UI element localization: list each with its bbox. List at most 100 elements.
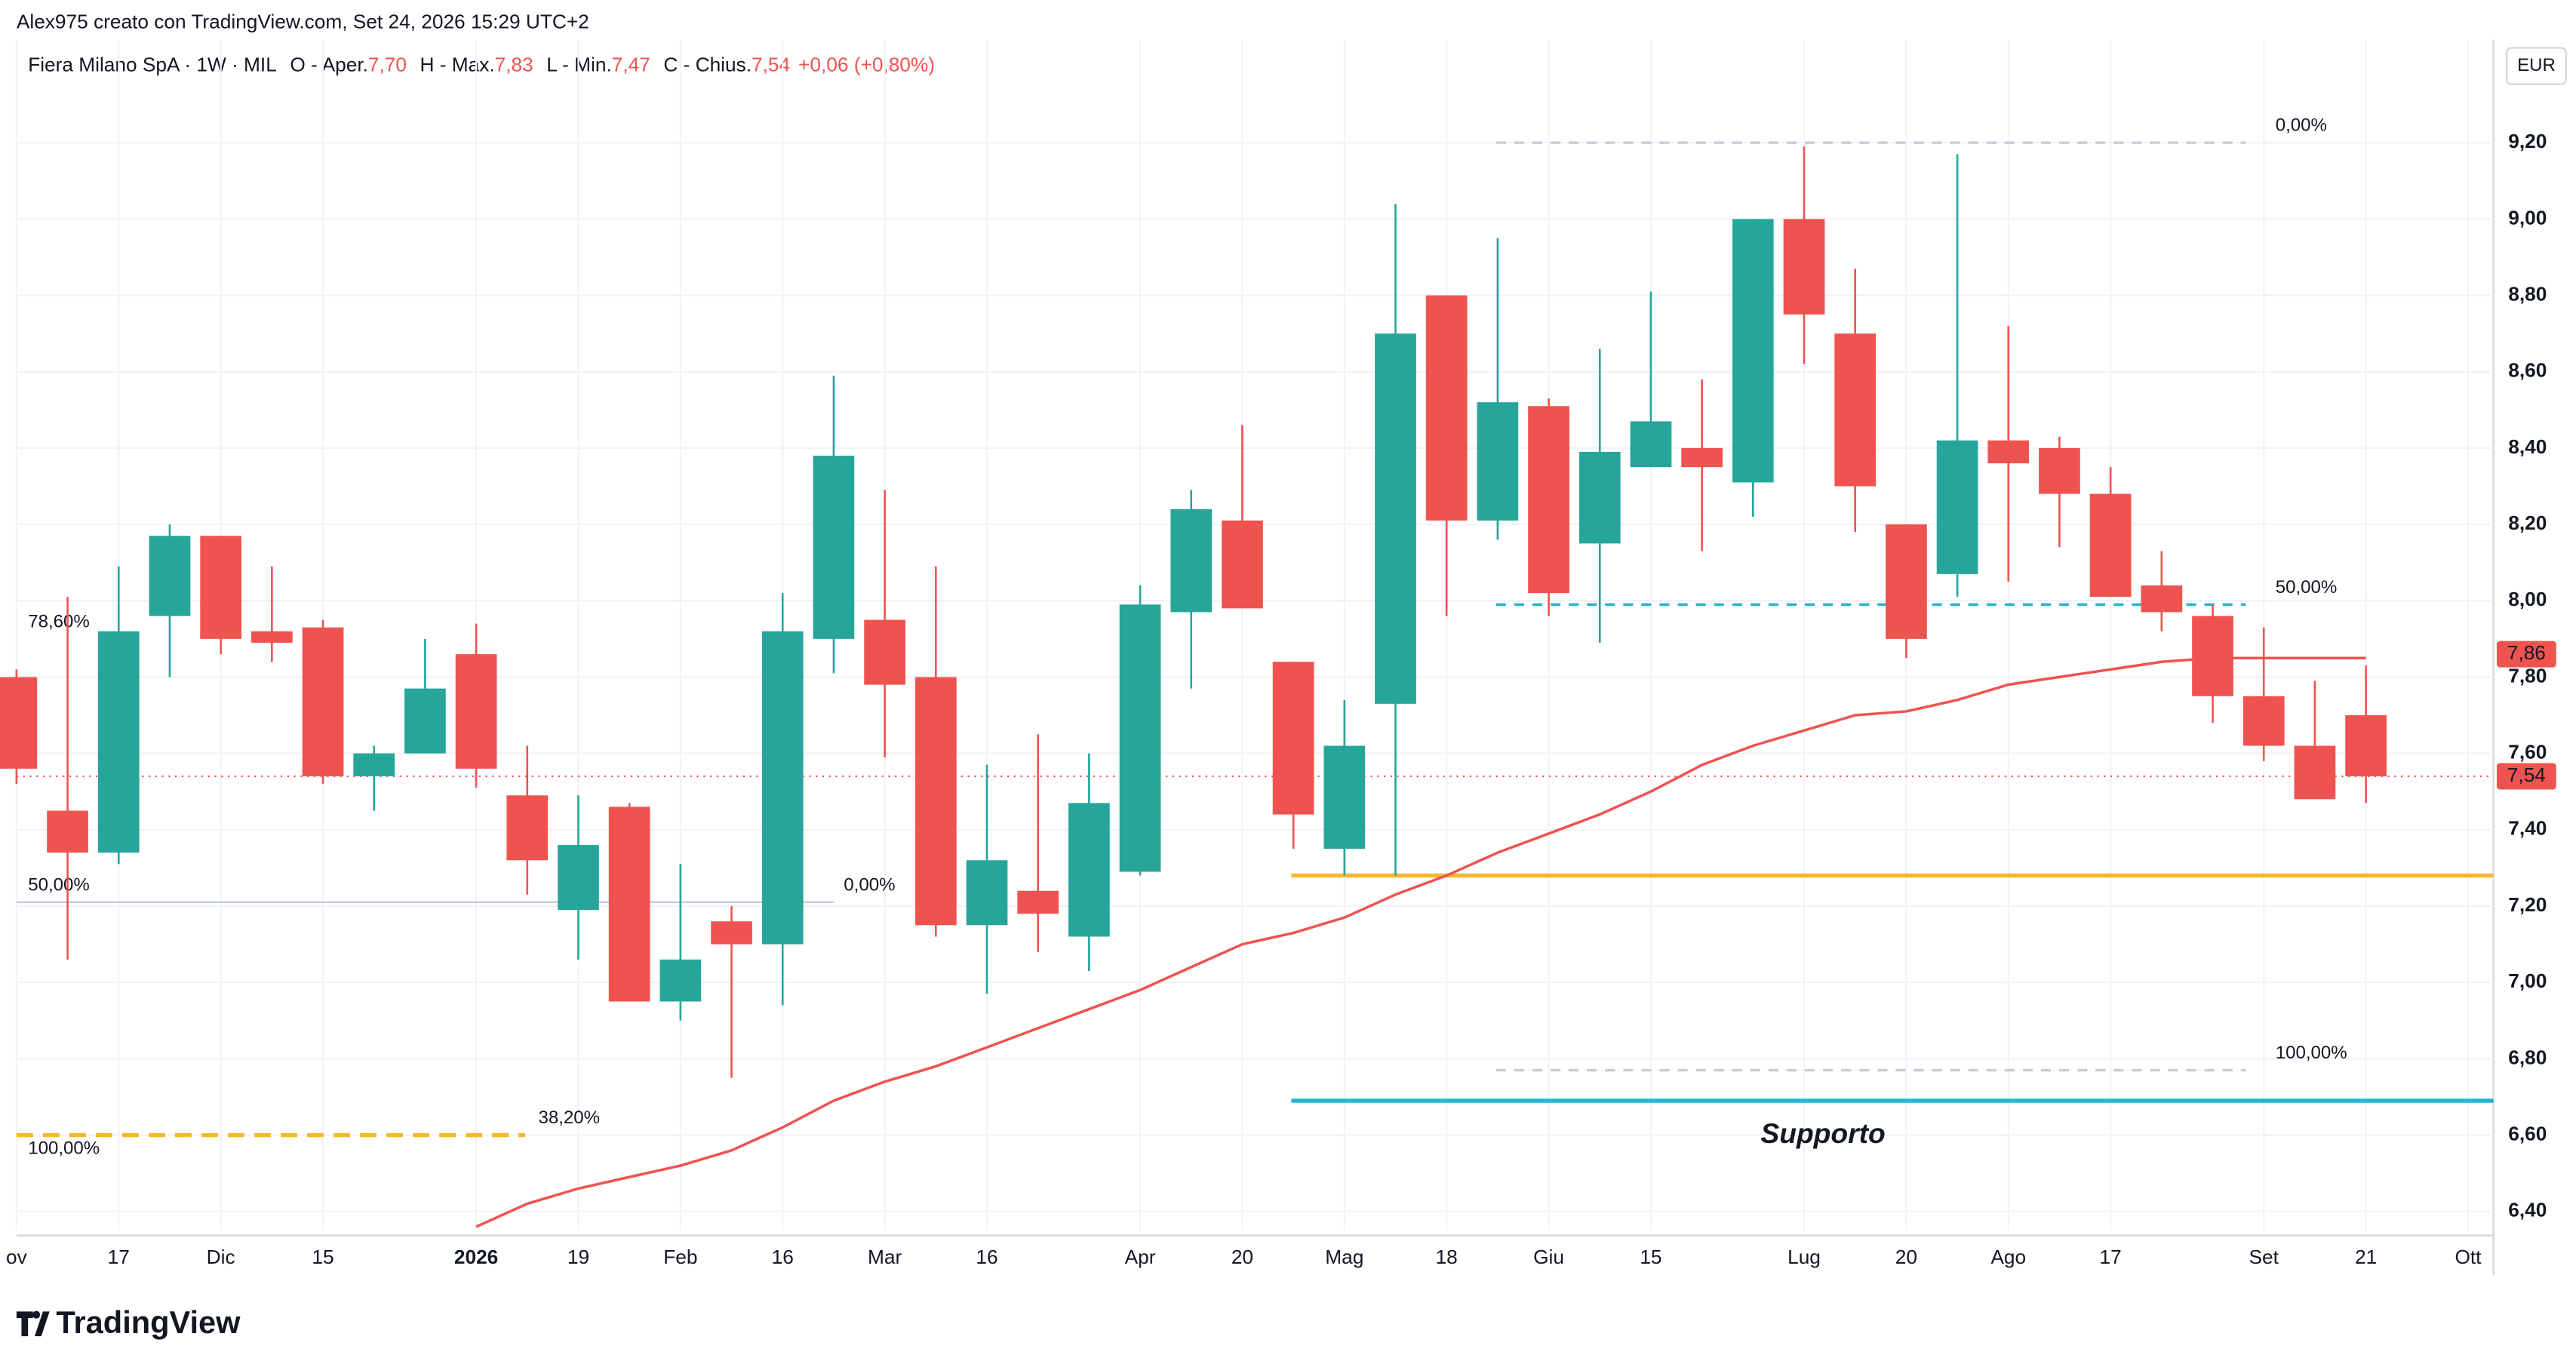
candle-body <box>2192 616 2233 696</box>
x-tick-label: 20 <box>1231 1246 1253 1268</box>
candle-body <box>1886 524 1927 639</box>
x-tick-label: Mar <box>868 1246 902 1268</box>
price-box-label: 7,86 <box>2507 641 2546 664</box>
price-box <box>2496 641 2556 668</box>
x-tick-label: 17 <box>2100 1246 2122 1268</box>
candle-body <box>506 795 549 861</box>
y-tick-label: 8,40 <box>2508 435 2547 458</box>
candle-body <box>1630 421 1672 468</box>
logo: TradingView <box>56 1304 241 1340</box>
candle-body <box>864 619 905 685</box>
price-box <box>2496 763 2556 790</box>
candle-body <box>149 536 191 616</box>
candle-body <box>813 456 855 639</box>
annotation: Supporto <box>1760 1117 1885 1149</box>
level-label: 0,00% <box>844 874 895 895</box>
candle-body <box>2242 696 2285 746</box>
level-label: 78,60% <box>28 611 90 631</box>
x-tick-label: 16 <box>976 1246 998 1268</box>
candle-body <box>404 688 446 754</box>
candle-body <box>1068 803 1110 937</box>
level-label: 0,00% <box>2276 115 2327 136</box>
legend-text: Fiera Milano SpA · 1W · MIL O - Aper.7,70… <box>28 54 935 76</box>
candle-body <box>2089 493 2132 598</box>
candle-body <box>1783 219 1825 315</box>
legend: Fiera Milano SpA · 1W · MIL O - Aper.7,70… <box>28 54 935 76</box>
x-tick-label: 21 <box>2355 1246 2377 1268</box>
candle-body <box>2294 745 2336 800</box>
x-tick-label: 18 <box>1436 1246 1458 1268</box>
legend-value: 7,83 <box>495 54 533 76</box>
y-tick-label: 6,40 <box>2508 1199 2547 1221</box>
candle-body <box>97 631 140 853</box>
x-tick-label: Lug <box>1788 1246 1821 1268</box>
y-tick-label: 7,00 <box>2508 969 2547 992</box>
x-tick-label: Mag <box>1325 1246 1363 1268</box>
x-tick-label: Dic <box>207 1246 235 1268</box>
y-tick-label: 9,20 <box>2508 130 2547 152</box>
x-tick-label: 16 <box>772 1246 794 1268</box>
candle-body <box>1528 406 1569 594</box>
candle-body <box>1936 440 1978 574</box>
x-tick-label: ov <box>6 1246 28 1268</box>
candle-body <box>353 753 395 776</box>
y-tick-label: 7,40 <box>2508 817 2547 840</box>
candle-body <box>1272 662 1314 815</box>
candle-body <box>2039 447 2080 494</box>
legend-title: Fiera Milano SpA · 1W · MIL <box>28 54 277 76</box>
candle-body <box>1119 604 1161 872</box>
price-box-label: 7,54 <box>2507 763 2546 786</box>
level-label: 100,00% <box>2276 1043 2347 1063</box>
level-label: 50,00% <box>28 874 90 895</box>
y-tick-label: 9,00 <box>2508 206 2547 229</box>
candle-body <box>302 627 344 776</box>
candle-body <box>1834 333 1877 487</box>
x-tick-label: Ago <box>1990 1246 2026 1268</box>
legend-label: H - Max. <box>420 54 494 76</box>
candle-body <box>659 959 702 1002</box>
x-tick-label: 17 <box>108 1246 130 1268</box>
y-tick-label: 8,60 <box>2508 359 2547 382</box>
candle-body <box>1578 451 1621 544</box>
candle-body <box>1732 219 1774 483</box>
header: Alex975 creato con TradingView.com, Set … <box>17 11 589 33</box>
legend-change: +0,06 (+0,80%) <box>798 54 935 76</box>
x-tick-label: Set <box>2249 1246 2279 1268</box>
level-label: 100,00% <box>28 1138 100 1158</box>
candle-body <box>1477 402 1519 521</box>
currency: EUR <box>2517 55 2556 75</box>
candle-body <box>455 654 497 769</box>
candle-body <box>0 677 38 769</box>
candle-body <box>1987 440 2030 464</box>
candle-body <box>1170 508 1213 613</box>
candle-body <box>711 921 752 945</box>
candle-body <box>558 845 599 911</box>
candle-body <box>1323 745 1366 849</box>
candle-body <box>2141 585 2183 613</box>
y-tick-label: 7,20 <box>2508 893 2547 916</box>
x-tick-label: 20 <box>1895 1246 1917 1268</box>
candle-body <box>966 860 1008 926</box>
y-tick-label: 6,60 <box>2508 1122 2547 1144</box>
legend-label: C - Chius. <box>663 54 752 76</box>
x-tick-label: 19 <box>567 1246 589 1268</box>
candle-body <box>47 810 88 853</box>
y-tick-label: 8,00 <box>2508 588 2547 610</box>
y-tick-label: 7,60 <box>2508 741 2547 763</box>
candle-body <box>1222 521 1263 609</box>
candle-body <box>1017 890 1059 914</box>
level-label: 50,00% <box>2276 577 2338 598</box>
candle-body <box>1425 295 1468 521</box>
candle-body <box>915 677 957 926</box>
legend-value: 7,70 <box>368 54 407 76</box>
x-tick-label: Ott <box>2455 1246 2482 1268</box>
legend-value: 7,47 <box>612 54 650 76</box>
candle-body <box>761 631 804 945</box>
candle-body <box>1375 333 1416 704</box>
y-tick-label: 7,80 <box>2508 664 2547 687</box>
x-tick-label: 15 <box>312 1246 334 1268</box>
level-label: 38,20% <box>538 1108 600 1128</box>
y-tick-label: 8,80 <box>2508 282 2547 305</box>
y-tick-label: 8,20 <box>2508 512 2547 534</box>
x-tick-label: Apr <box>1125 1246 1156 1268</box>
